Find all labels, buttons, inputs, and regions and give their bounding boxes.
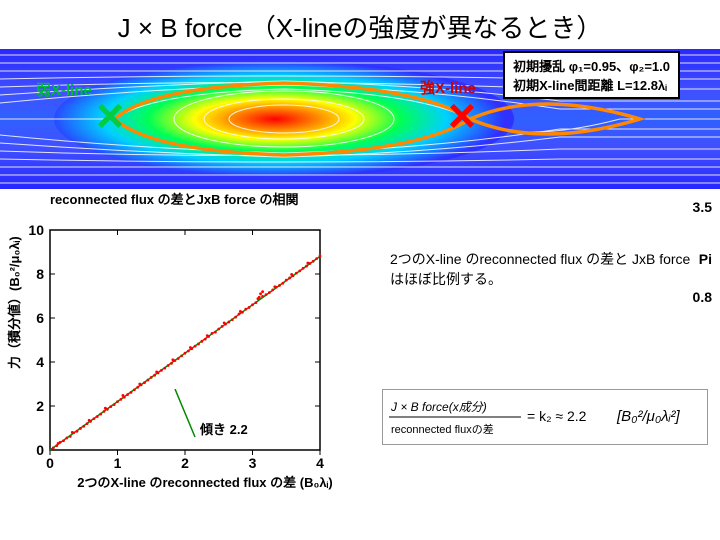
svg-text:1: 1 — [114, 455, 122, 470]
param-line2: 初期X-line間距離 L=12.8λᵢ — [513, 75, 670, 94]
lower-region: reconnected flux の差とJxB force の相関 0 1 2 3 4 0… — [0, 189, 720, 529]
slope-indicator-line — [170, 389, 210, 439]
svg-text:4: 4 — [316, 455, 324, 470]
slide-title: J × B force （X-lineの強度が異なるとき） — [0, 0, 720, 49]
formula-svg: J × B force(x成分) reconnected fluxの差 = k₂… — [385, 393, 705, 441]
svg-text:3: 3 — [249, 455, 257, 470]
strong-xline-label: 強X-line — [420, 77, 476, 98]
correlation-chart: reconnected flux の差とJxB force の相関 0 1 2 3 4 0… — [10, 189, 370, 491]
svg-text:2: 2 — [36, 398, 44, 414]
chart-title: reconnected flux の差とJxB force の相関 — [50, 189, 370, 208]
formula-eq: = k₂ ≈ 2.2 — [527, 408, 587, 424]
side-number-top: 3.5 — [693, 199, 712, 215]
side-number-bot: 0.8 — [693, 289, 712, 305]
svg-text:0: 0 — [36, 442, 44, 458]
formula-denominator: reconnected fluxの差 — [391, 422, 494, 436]
proportional-text: 2つのX-line のreconnected flux の差と JxB forc… — [390, 249, 700, 289]
svg-text:0: 0 — [46, 455, 54, 470]
svg-text:8: 8 — [36, 266, 44, 282]
svg-text:4: 4 — [36, 354, 44, 370]
formula-bracket: [B₀²/μ₀λᵢ²] — [616, 408, 680, 425]
parameters-box: 初期擾乱 φ₁=0.95、φ₂=1.0 初期X-line間距離 L=12.8λᵢ — [503, 51, 680, 99]
svg-text:6: 6 — [36, 310, 44, 326]
weak-x-mark: × — [96, 93, 124, 141]
plasma-diagram: 初期擾乱 φ₁=0.95、φ₂=1.0 初期X-line間距離 L=12.8λᵢ… — [0, 49, 720, 189]
side-number-mid: Pi — [699, 251, 712, 267]
weak-xline-label: 弱X-line — [36, 79, 92, 100]
chart-y-label: 力（積分値）(B₀²/μ₀λᵢ) — [4, 236, 23, 369]
chart-x-caption: 2つのX-line のreconnected flux の差 (B₀λᵢ) — [40, 472, 370, 491]
param-line1: 初期擾乱 φ₁=0.95、φ₂=1.0 — [513, 56, 670, 75]
strong-x-mark: × — [448, 93, 476, 141]
svg-text:2: 2 — [181, 455, 189, 470]
formula-numerator: J × B force(x成分) — [390, 400, 487, 414]
formula-box: J × B force(x成分) reconnected fluxの差 = k₂… — [382, 389, 708, 445]
svg-text:10: 10 — [28, 222, 44, 238]
